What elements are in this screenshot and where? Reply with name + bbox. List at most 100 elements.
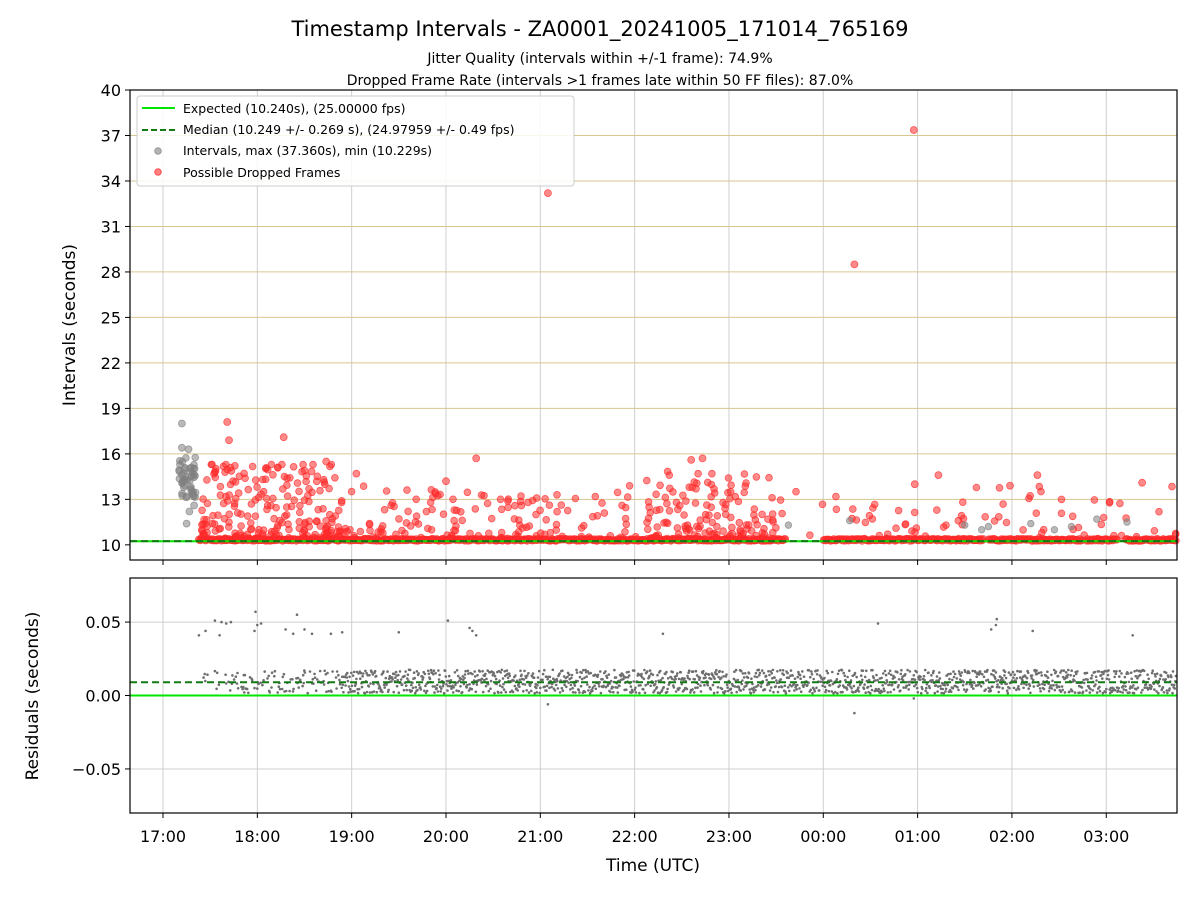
residual-point	[850, 687, 853, 690]
dropped-frame-point	[237, 522, 245, 530]
residual-point	[1118, 669, 1122, 673]
x-tick-label: 18:00	[234, 827, 280, 846]
residual-point	[456, 674, 460, 678]
dropped-frame-point	[684, 525, 693, 533]
dropped-frame-outlier	[352, 469, 361, 478]
dropped-frame-point	[263, 465, 272, 474]
residual-point	[554, 683, 558, 687]
residual-point	[403, 674, 406, 678]
dropped-frame-point	[443, 531, 452, 539]
residual-point	[584, 668, 587, 672]
dropped-frame-point	[474, 531, 483, 540]
residual-point	[436, 683, 439, 687]
residual-point	[523, 683, 527, 686]
residual-point	[905, 684, 909, 688]
dropped-frame-point	[852, 516, 861, 524]
residual-point	[627, 670, 630, 674]
residual-point	[971, 669, 974, 673]
residual-point	[793, 677, 797, 680]
residual-point	[1094, 675, 1098, 679]
residual-point	[588, 685, 591, 689]
residual-point	[826, 671, 830, 675]
dropped-frame-point	[497, 528, 506, 537]
residual-point	[1091, 689, 1094, 692]
dropped-frame-point	[553, 490, 561, 499]
residual-point	[1143, 686, 1146, 689]
residual-point	[1116, 689, 1120, 692]
residual-point	[306, 691, 310, 695]
dropped-frame-point	[298, 529, 307, 537]
residual-point	[270, 671, 274, 674]
dropped-frame-point	[251, 476, 260, 484]
dropped-frame-point	[972, 483, 981, 492]
residual-point	[829, 679, 833, 683]
residual-point	[372, 690, 376, 693]
residual-point	[535, 686, 538, 690]
residual-point	[417, 672, 420, 675]
residual-point	[912, 674, 916, 677]
residual-point	[796, 683, 799, 687]
residual-point	[599, 670, 602, 673]
dropped-frame-point	[274, 463, 282, 472]
residual-point	[461, 675, 465, 678]
residual-point	[634, 686, 637, 690]
chart-subtitle-dropped: Dropped Frame Rate (intervals >1 frames …	[347, 73, 854, 89]
residual-point	[444, 675, 448, 678]
residual-point	[1052, 684, 1055, 687]
residual-point	[942, 691, 946, 695]
residual-point	[500, 691, 503, 694]
residual-point	[423, 689, 426, 693]
residual-point	[621, 673, 625, 676]
residual-point	[1117, 686, 1120, 690]
residual-point	[899, 672, 903, 676]
residual-point	[886, 691, 890, 694]
dropped-frame-point	[883, 530, 892, 538]
residual-point	[703, 683, 706, 687]
dropped-frame-point	[403, 486, 411, 494]
residual-point	[1164, 671, 1168, 675]
residual-point	[368, 691, 372, 694]
residual-point	[556, 679, 559, 683]
dropped-frame-point	[832, 492, 840, 501]
residual-point	[276, 691, 280, 694]
interval-point	[1027, 519, 1035, 528]
dropped-frame-point	[958, 498, 967, 507]
residual-point	[965, 688, 969, 691]
interval-point-start	[177, 443, 186, 452]
residual-point	[468, 626, 471, 630]
dropped-frame-point	[412, 495, 421, 504]
residual-point	[1007, 671, 1011, 674]
residual-point	[619, 674, 623, 678]
residual-point	[631, 690, 634, 693]
residual-point	[361, 674, 364, 678]
residual-point	[614, 676, 618, 679]
residual-point	[872, 676, 875, 680]
residual-point	[326, 671, 329, 675]
residual-point	[574, 691, 577, 694]
dropped-frame-point	[663, 467, 672, 476]
residual-point	[525, 689, 528, 692]
residual-point	[813, 690, 817, 693]
residual-point	[436, 690, 440, 693]
residual-point	[760, 669, 764, 672]
residual-point	[830, 690, 834, 693]
residual-point	[798, 673, 802, 677]
residual-point	[889, 690, 892, 694]
residual-point	[1055, 683, 1058, 687]
dropped-frame-point	[497, 505, 506, 514]
residual-point	[478, 670, 482, 673]
residual-point	[598, 681, 601, 684]
dropped-frame-point	[1002, 518, 1011, 527]
residual-point	[313, 672, 316, 676]
residual-point	[580, 677, 584, 681]
intervals-panel: 10 13 16 19 22 25 28 31 34 37 40 Intervals (second…	[60, 81, 1180, 565]
residual-point	[314, 689, 318, 692]
residual-point	[737, 686, 741, 689]
residual-point	[215, 671, 219, 675]
residual-point	[518, 678, 522, 681]
residual-point	[243, 691, 246, 694]
x-tick-label: 20:00	[423, 827, 469, 846]
dropped-frame-point	[251, 512, 260, 520]
dropped-frame-point	[417, 533, 425, 542]
